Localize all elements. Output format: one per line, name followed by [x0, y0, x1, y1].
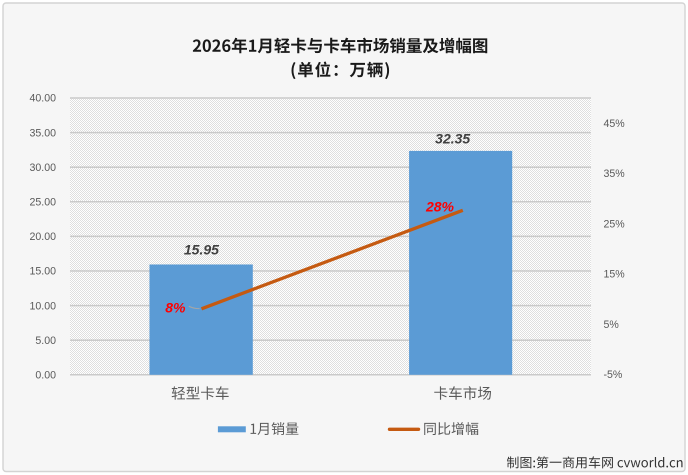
svg-text:15.00: 15.00	[29, 266, 56, 278]
svg-text:10.00: 10.00	[29, 300, 56, 312]
svg-text:5.00: 5.00	[35, 335, 56, 347]
svg-text:45%: 45%	[604, 118, 626, 130]
svg-text:15%: 15%	[604, 269, 626, 281]
svg-text:35.00: 35.00	[29, 127, 56, 139]
svg-text:15.95: 15.95	[184, 242, 219, 258]
svg-text:25.00: 25.00	[29, 197, 56, 209]
svg-text:20.00: 20.00	[29, 231, 56, 243]
svg-text:28%: 28%	[425, 199, 455, 215]
svg-text:35%: 35%	[604, 168, 626, 180]
svg-text:5%: 5%	[604, 319, 620, 331]
svg-text:8%: 8%	[165, 299, 186, 315]
svg-text:-5%: -5%	[604, 369, 623, 381]
svg-text:0.00: 0.00	[35, 370, 56, 382]
svg-text:40.00: 40.00	[29, 93, 56, 105]
svg-text:25%: 25%	[604, 218, 626, 230]
svg-text:30.00: 30.00	[29, 162, 56, 174]
svg-text:32.35: 32.35	[435, 131, 470, 147]
